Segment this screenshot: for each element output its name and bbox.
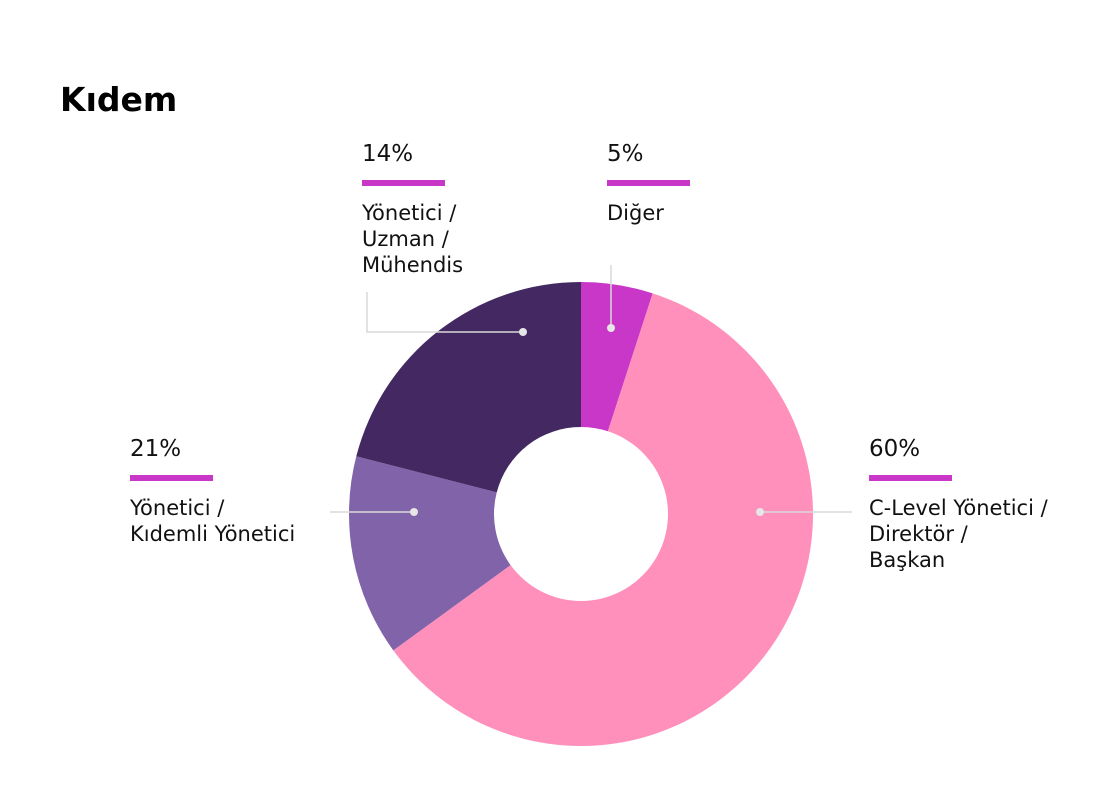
donut-slice [356, 282, 581, 493]
slice-label: 5% Diğer [607, 140, 690, 226]
category-label: Yönetici / Kıdemli Yönetici [130, 496, 296, 546]
value-label: 5% [607, 141, 644, 167]
donut-slice [349, 456, 511, 651]
value-label: 60% [869, 436, 921, 462]
category-label: Yönetici / Uzman / Mühendis [362, 201, 464, 277]
value-label: 21% [130, 436, 182, 462]
category-label: C-Level Yönetici / Direktör / Başkan [869, 496, 1048, 572]
category-label: Diğer [607, 201, 664, 225]
leader-dot [607, 324, 615, 332]
leader-dot [519, 328, 527, 336]
slice-label: 14% Yönetici / Uzman / Mühendis [362, 140, 463, 278]
label-accent [362, 180, 445, 186]
leader-line [366, 292, 523, 333]
value-label: 14% [362, 141, 414, 167]
label-accent [130, 475, 213, 481]
leader-dot [756, 508, 764, 516]
label-accent [607, 180, 690, 186]
chart-title: Kıdem [60, 80, 178, 119]
slice-label: 60% C-Level Yönetici / Direktör / Başkan [869, 435, 1048, 573]
slice-label: 21% Yönetici / Kıdemli Yönetici [130, 435, 295, 547]
label-accent [869, 475, 952, 481]
donut-slice [581, 282, 653, 432]
donut-slice [393, 293, 814, 747]
leader-dot [410, 508, 418, 516]
